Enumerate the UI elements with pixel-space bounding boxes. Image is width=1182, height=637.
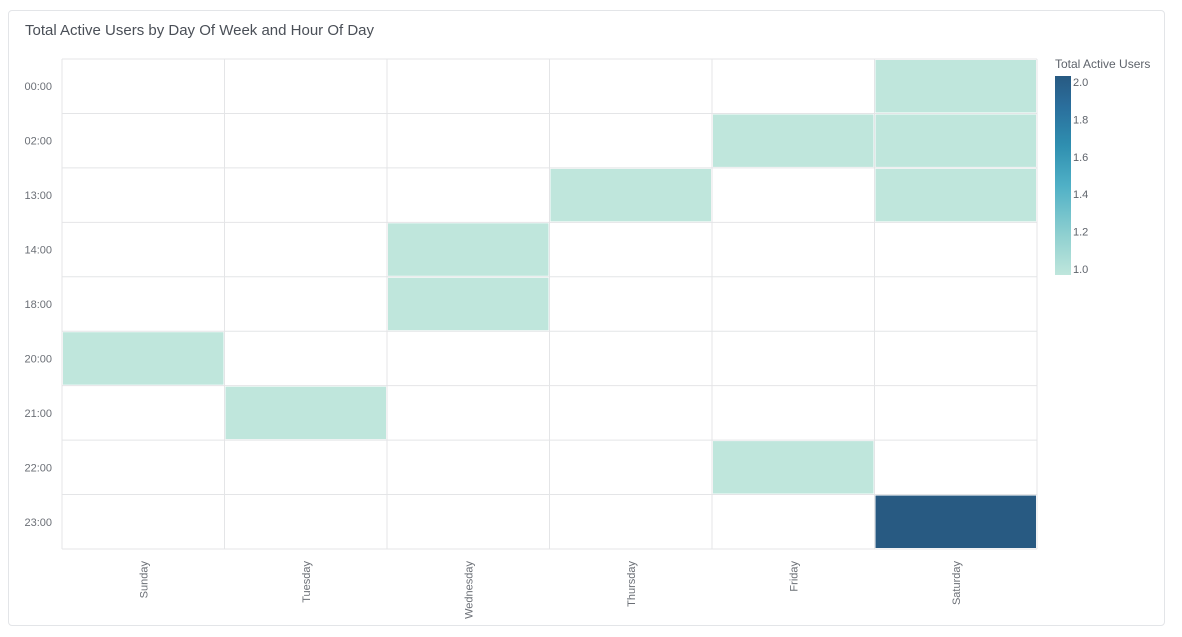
y-tick-label: 13:00 [24,190,52,202]
y-tick-label: 21:00 [24,408,52,420]
y-tick-label: 02:00 [24,136,52,148]
y-tick-label: 23:00 [24,517,52,529]
heatmap-cell-tuesday-2100[interactable] [225,386,387,440]
y-tick-label: 22:00 [24,462,52,474]
legend-tick-label: 1.4 [1073,189,1088,201]
y-tick-label: 00:00 [24,81,52,93]
heatmap-cell-friday-2200[interactable] [713,441,874,494]
heatmap-cell-thursday-1300[interactable] [550,168,712,222]
legend-tick-label: 2.0 [1073,77,1088,89]
y-tick-label: 14:00 [24,245,52,257]
legend-tick-label: 1.6 [1073,152,1088,164]
legend-tick-label: 1.8 [1073,114,1088,126]
heatmap-cell-wednesday-1800[interactable] [388,277,549,331]
x-tick-label: Sunday [138,561,150,599]
x-axis-ticks: Sunday Tuesday Wednesday Thursday Friday Satu… [138,561,963,619]
x-tick-label: Wednesday [463,561,475,619]
heatmap-cell-friday-0200[interactable] [713,114,874,167]
y-axis-ticks: 00:00 02:00 13:00 14:00 18:00 20:00 21:00 22:00… [24,81,52,529]
heatmap-cells [63,60,1036,548]
heatmap-cell-saturday-2300[interactable] [875,495,1037,548]
chart-panel: Total Active Users by Day Of Week and Ho… [8,10,1165,626]
y-tick-label: 18:00 [24,299,52,311]
x-tick-label: Saturday [951,561,963,606]
color-legend: Total Active Users 1.0 1.2 1.4 1.6 1.8 2.0 [1055,57,1150,276]
heatmap-cell-saturday-0000[interactable] [875,60,1037,113]
legend-tick-label: 1.2 [1073,227,1088,239]
heatmap-cell-wednesday-1400[interactable] [388,223,549,276]
y-tick-label: 20:00 [24,353,52,365]
heatmap-cell-saturday-0200[interactable] [875,114,1037,167]
heatmap-grid [61,58,1038,550]
heatmap-cell-sunday-2000[interactable] [63,332,224,385]
legend-title: Total Active Users [1055,57,1150,71]
legend-tick-label: 1.0 [1073,264,1088,276]
x-tick-label: Tuesday [301,561,313,603]
x-tick-label: Thursday [626,561,638,607]
heatmap-cell-saturday-1300[interactable] [875,168,1037,222]
colorbar [1055,76,1071,275]
x-tick-label: Friday [788,561,800,592]
chart-title: Total Active Users by Day Of Week and Ho… [25,22,375,39]
